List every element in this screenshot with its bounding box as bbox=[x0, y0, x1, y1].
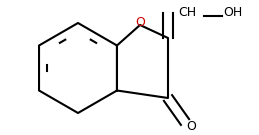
Text: CH: CH bbox=[178, 6, 196, 18]
Text: OH: OH bbox=[223, 6, 242, 18]
Text: O: O bbox=[186, 119, 196, 132]
Text: O: O bbox=[135, 16, 145, 28]
